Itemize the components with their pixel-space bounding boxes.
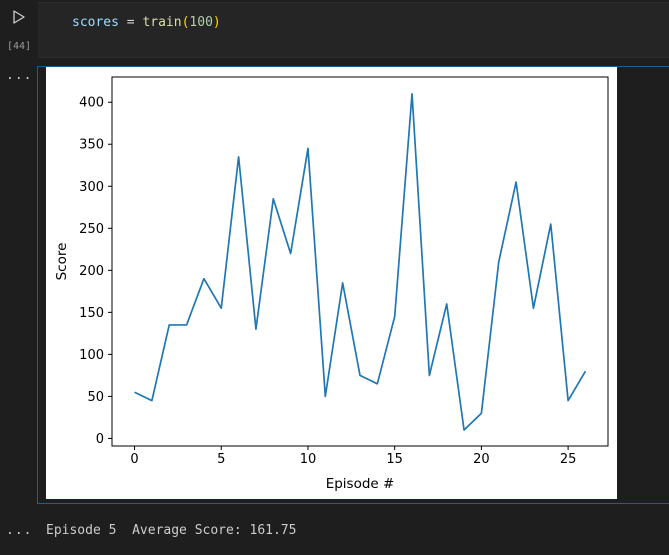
y-tick-label: 50 (87, 390, 104, 405)
series-line (134, 92, 587, 431)
code-cell-editor[interactable]: scores = train(100) (38, 2, 669, 58)
x-tick-label: 20 (473, 452, 490, 467)
line-chart: 0 5 10 15 20 25050100150200250300350400Episod… (54, 76, 609, 492)
y-tick-label: 150 (79, 306, 104, 321)
cell-gutter: [44] ... ... (0, 0, 38, 555)
x-tick-label: 15 (386, 452, 403, 467)
y-tick-label: 350 (79, 138, 104, 153)
x-tick-label: 0 (130, 452, 138, 467)
y-tick-label: 0 (96, 432, 104, 447)
y-tick-label: 300 (79, 180, 104, 195)
y-tick-label: 200 (79, 264, 104, 279)
y-tick-label: 100 (79, 348, 104, 363)
stream-output: Episode 5 Average Score: 161.75 (46, 523, 297, 538)
code-argument: 100 (189, 15, 213, 30)
output-focus-frame (37, 66, 669, 504)
x-tick-label: 5 (217, 452, 225, 467)
execution-count: [44] (6, 41, 32, 52)
plot-output: 0 5 10 15 20 25 0 50 100 150 200 250 300 350 400 Episod… (46, 67, 617, 499)
stream-output-more-actions-button[interactable]: ... (6, 523, 33, 538)
x-tick-label: 25 (560, 452, 577, 467)
run-cell-icon[interactable] (11, 9, 27, 25)
code-close-paren: ) (212, 15, 221, 30)
y-tick-label: 400 (79, 96, 104, 111)
code-line[interactable]: scores = train(100) (72, 15, 221, 30)
plot-frame (111, 76, 609, 447)
x-axis-label: Episode # (326, 476, 395, 492)
code-open-paren: ( (181, 15, 190, 30)
code-operator: = (118, 15, 143, 30)
code-function: train (142, 15, 182, 30)
y-tick-label: 250 (79, 222, 104, 237)
output-more-actions-button[interactable]: ... (6, 68, 33, 83)
y-axis-label: Score (54, 243, 70, 281)
code-variable: scores (72, 15, 119, 30)
x-tick-label: 10 (300, 452, 317, 467)
